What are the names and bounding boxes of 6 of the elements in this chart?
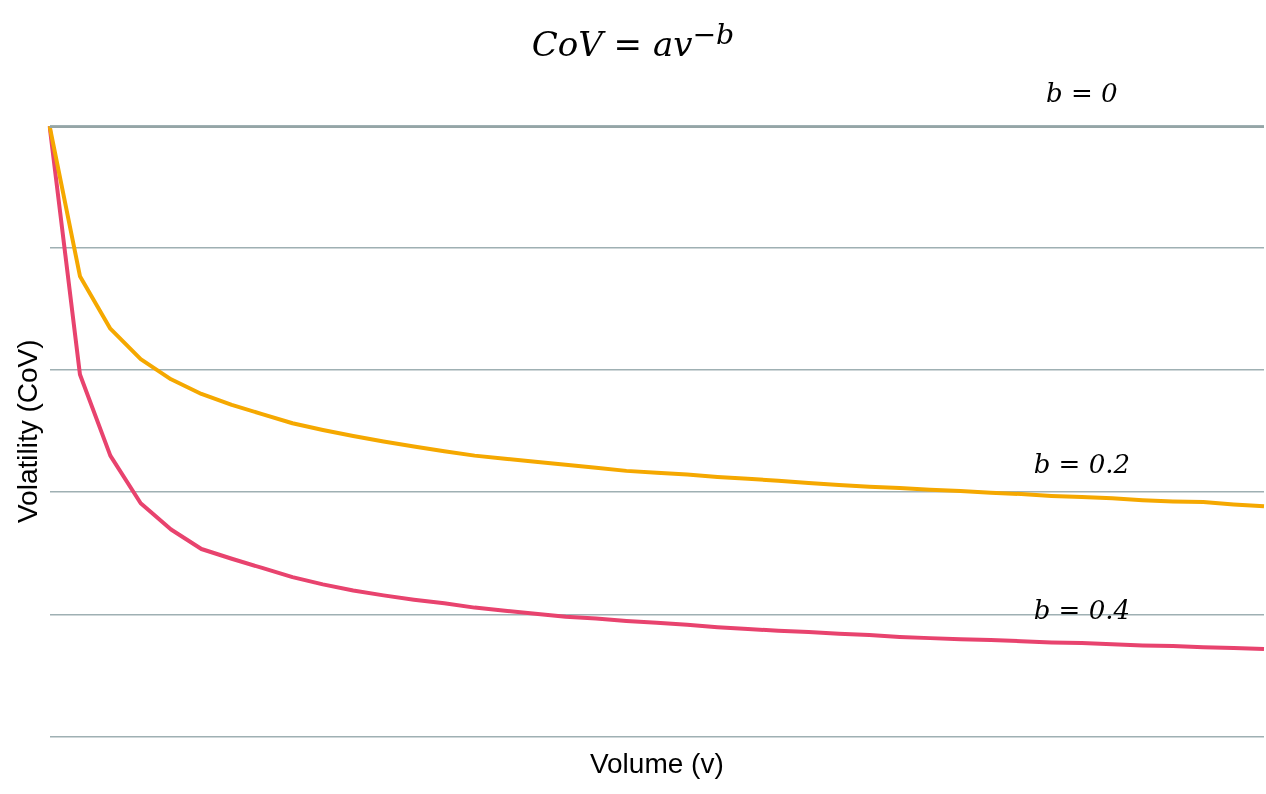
series-label: b = 0 [1046,77,1118,108]
series-label: b = 0.2 [1033,448,1130,479]
chart-title: CoV = av$^{−b}$ [530,18,736,65]
y-axis-title: Volatility (CoV) [11,339,43,524]
series-label: b = 0.4 [1033,594,1130,625]
x-axis-title: Volume (v) [589,747,724,779]
